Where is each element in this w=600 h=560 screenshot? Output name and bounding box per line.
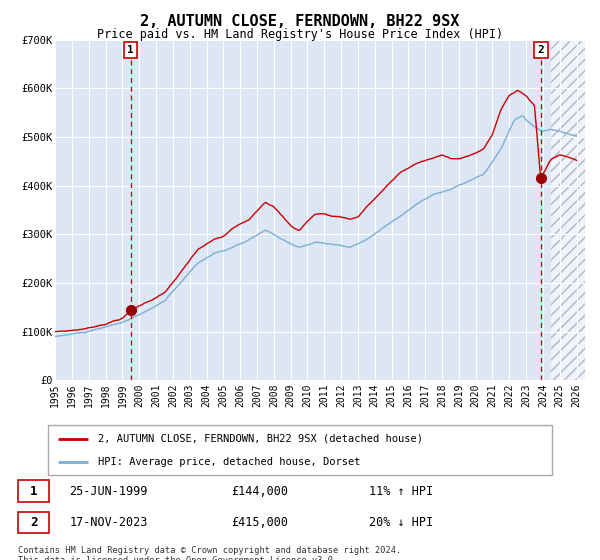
FancyBboxPatch shape [48, 425, 552, 475]
Text: 20% ↓ HPI: 20% ↓ HPI [369, 516, 433, 529]
Text: £144,000: £144,000 [231, 484, 288, 498]
Text: Price paid vs. HM Land Registry's House Price Index (HPI): Price paid vs. HM Land Registry's House … [97, 28, 503, 41]
Text: 1: 1 [30, 484, 37, 498]
Text: 11% ↑ HPI: 11% ↑ HPI [369, 484, 433, 498]
Text: £415,000: £415,000 [231, 516, 288, 529]
Text: 2: 2 [538, 45, 544, 55]
Text: HPI: Average price, detached house, Dorset: HPI: Average price, detached house, Dors… [98, 458, 361, 468]
FancyBboxPatch shape [18, 512, 49, 533]
Text: 25-JUN-1999: 25-JUN-1999 [70, 484, 148, 498]
Text: 2, AUTUMN CLOSE, FERNDOWN, BH22 9SX: 2, AUTUMN CLOSE, FERNDOWN, BH22 9SX [140, 14, 460, 29]
Text: Contains HM Land Registry data © Crown copyright and database right 2024.
This d: Contains HM Land Registry data © Crown c… [18, 546, 401, 560]
Text: 2, AUTUMN CLOSE, FERNDOWN, BH22 9SX (detached house): 2, AUTUMN CLOSE, FERNDOWN, BH22 9SX (det… [98, 434, 424, 444]
Text: 1: 1 [127, 45, 134, 55]
Text: 17-NOV-2023: 17-NOV-2023 [70, 516, 148, 529]
Text: 2: 2 [30, 516, 37, 529]
FancyBboxPatch shape [18, 480, 49, 502]
